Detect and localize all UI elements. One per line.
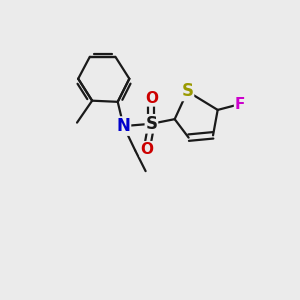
Text: N: N	[117, 117, 130, 135]
Text: O: O	[140, 142, 153, 157]
Text: O: O	[145, 91, 158, 106]
Text: S: S	[146, 115, 158, 133]
Text: F: F	[235, 97, 245, 112]
Text: S: S	[182, 82, 194, 100]
